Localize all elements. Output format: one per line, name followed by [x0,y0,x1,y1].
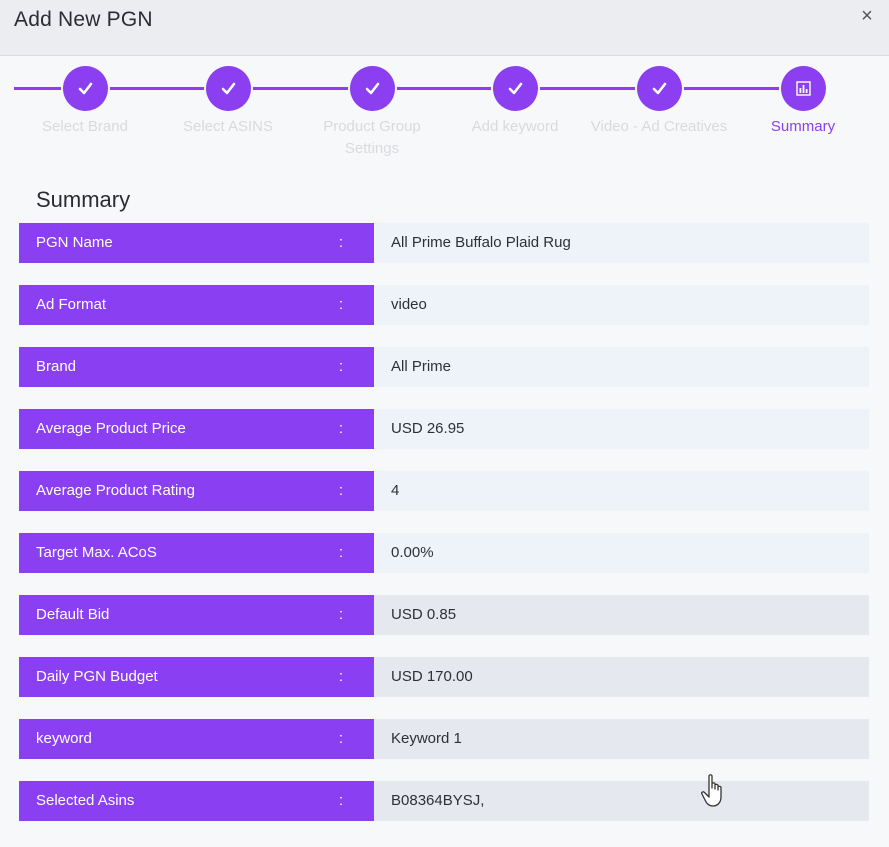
step-label: Add keyword [471,118,559,135]
row-key: Average Product Price [19,409,374,449]
row-separator: : [338,606,344,623]
row-value: 4 [374,471,869,511]
row-key: Selected Asins [19,781,374,821]
step-label: Select ASINS [182,118,274,135]
step-video-ad-creatives[interactable]: Video - Ad Creatives [584,66,734,138]
check-icon [62,66,108,111]
row-value: USD 26.95 [374,409,869,449]
row-value: All Prime Buffalo Plaid Rug [374,223,869,263]
row-value: Keyword 1 [374,719,869,759]
modal-title: Add New PGN [14,8,153,31]
row-key: keyword [19,719,374,759]
step-summary[interactable]: Summary [728,66,878,138]
step-label: Product Group Settings [323,118,421,157]
step-select-brand[interactable]: Select Brand [10,66,160,138]
row-key: Target Max. ACoS [19,533,374,573]
summary-row-brand: Brand : All Prime [19,347,869,387]
step-label: Video - Ad Creatives [590,118,728,135]
summary-row-average-product-price: Average Product Price : USD 26.95 [19,409,869,449]
row-value: B08364BYSJ, [374,781,869,821]
row-value: video [374,285,869,325]
close-icon[interactable]: × [861,5,873,27]
row-value: All Prime [374,347,869,387]
step-select-asins[interactable]: Select ASINS [153,66,303,138]
row-separator: : [338,730,344,747]
summary-row-keyword: keyword : Keyword 1 [19,719,869,759]
row-key: Brand [19,347,374,387]
summary-row-daily-pgn-budget: Daily PGN Budget : USD 170.00 [19,657,869,697]
summary-row-target-max-acos: Target Max. ACoS : 0.00% [19,533,869,573]
row-key: Default Bid [19,595,374,635]
summary-heading: Summary [36,187,131,212]
check-icon [349,66,395,111]
row-value: USD 170.00 [374,657,869,697]
row-separator: : [338,792,344,809]
row-key: PGN Name [19,223,374,263]
stepper: Select Brand Select ASINS Product Group … [0,60,889,170]
summary-row-ad-format: Ad Format : video [19,285,869,325]
check-icon [492,66,538,111]
summary-row-default-bid: Default Bid : USD 0.85 [19,595,869,635]
row-value: 0.00% [374,533,869,573]
row-separator: : [338,358,344,375]
check-icon [205,66,251,111]
modal-header: Add New PGN × [0,0,889,56]
row-separator: : [338,420,344,437]
row-separator: : [338,482,344,499]
step-add-keyword[interactable]: Add keyword [440,66,590,138]
row-separator: : [338,668,344,685]
step-label: Summary [770,118,836,135]
row-key: Daily PGN Budget [19,657,374,697]
bar-chart-icon [780,66,826,111]
row-separator: : [338,296,344,313]
row-value: USD 0.85 [374,595,869,635]
hand-pointer-icon [700,773,726,809]
summary-row-average-product-rating: Average Product Rating : 4 [19,471,869,511]
row-separator: : [338,234,344,251]
stepper-track [14,87,804,90]
row-separator: : [338,544,344,561]
row-key: Ad Format [19,285,374,325]
step-label: Select Brand [42,118,128,135]
summary-row-selected-asins: Selected Asins : B08364BYSJ, [19,781,869,821]
step-product-group-settings[interactable]: Product Group Settings [297,66,447,160]
check-icon [636,66,682,111]
summary-row-pgn-name: PGN Name : All Prime Buffalo Plaid Rug [19,223,869,263]
row-key: Average Product Rating [19,471,374,511]
